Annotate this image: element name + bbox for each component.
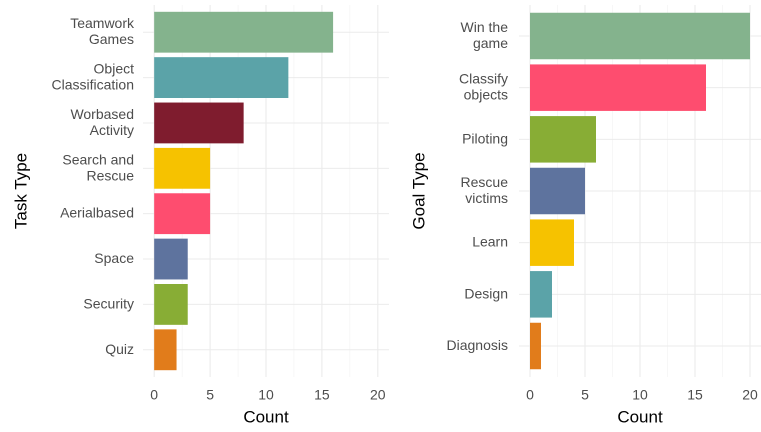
- y-tick-label-line: Search and: [62, 151, 134, 167]
- y-tick-label-line: Activity: [90, 122, 134, 138]
- y-tick-label-line: Design: [464, 285, 508, 301]
- y-tick-label-line: Classification: [52, 76, 134, 92]
- y-tick-label-line: Win the: [461, 19, 509, 35]
- y-tick-label: Security: [83, 295, 134, 311]
- y-tick-label-line: Security: [83, 295, 134, 311]
- bar: [154, 57, 289, 98]
- x-tick-label: 15: [314, 387, 330, 403]
- y-tick-label-line: Learn: [472, 233, 508, 249]
- y-tick-label: Learn: [472, 233, 508, 249]
- y-tick-label-line: Piloting: [462, 130, 508, 146]
- bar: [530, 12, 750, 60]
- y-tick-label: Piloting: [462, 130, 508, 146]
- bar: [154, 238, 188, 280]
- x-tick-label: 10: [258, 387, 274, 403]
- x-tick-label: 5: [581, 387, 589, 403]
- y-tick-label-line: Classify: [459, 70, 508, 86]
- y-tick-label: Win the game: [461, 19, 509, 51]
- x-tick-label: 0: [526, 387, 534, 403]
- y-tick-label-line: Rescue: [87, 167, 135, 183]
- y-tick-label: Space: [94, 250, 134, 266]
- y-tick-label-line: Rescue: [461, 174, 509, 190]
- x-tick-label: 15: [687, 387, 703, 403]
- y-tick-label: Quiz: [105, 340, 134, 356]
- y-tick-label: Design: [464, 285, 508, 301]
- y-tick-label-line: Object: [94, 60, 135, 76]
- y-tick-label-line: Games: [89, 31, 134, 47]
- y-tick-label-line: Space: [94, 250, 134, 266]
- y-axis-label: Goal Type: [409, 152, 428, 229]
- y-tick-label: Classify objects: [459, 70, 508, 102]
- y-tick-label: Aerialbased: [60, 204, 134, 220]
- x-axis-label: Count: [617, 407, 663, 426]
- bar: [530, 116, 596, 163]
- bar: [530, 219, 574, 266]
- bar: [530, 167, 585, 215]
- bar: [154, 329, 177, 371]
- y-tick-label-line: objects: [464, 86, 508, 102]
- y-tick-label-line: victims: [465, 190, 508, 206]
- y-tick-label-line: Worbased: [70, 106, 134, 122]
- bar: [154, 284, 188, 325]
- y-tick-label: Object Classification: [52, 60, 135, 92]
- x-tick-label: 0: [150, 387, 158, 403]
- bar: [530, 322, 541, 370]
- y-tick-label-line: Teamwork: [70, 15, 135, 31]
- bar: [154, 11, 334, 53]
- y-tick-label: Teamwork Games: [70, 15, 135, 47]
- x-tick-label: 20: [742, 387, 758, 403]
- bar: [154, 147, 211, 189]
- y-tick-label: Worbased Activity: [70, 106, 134, 138]
- y-axis-label: Task Type: [11, 153, 30, 229]
- x-tick-label: 10: [632, 387, 648, 403]
- x-tick-label: 5: [206, 387, 214, 403]
- y-tick-label-line: game: [473, 35, 508, 51]
- y-tick-label-line: Quiz: [105, 340, 134, 356]
- x-axis-label: Count: [243, 407, 289, 426]
- bar: [154, 102, 244, 144]
- y-tick-label: Diagnosis: [447, 337, 508, 353]
- y-tick-label-line: Diagnosis: [447, 337, 508, 353]
- y-tick-label: Search and Rescue: [62, 151, 134, 183]
- x-tick-label: 20: [370, 387, 386, 403]
- bar: [530, 64, 706, 111]
- y-tick-label-line: Aerialbased: [60, 204, 134, 220]
- y-tick-label: Rescue victims: [461, 174, 509, 206]
- bar: [154, 193, 211, 235]
- bar: [530, 271, 552, 318]
